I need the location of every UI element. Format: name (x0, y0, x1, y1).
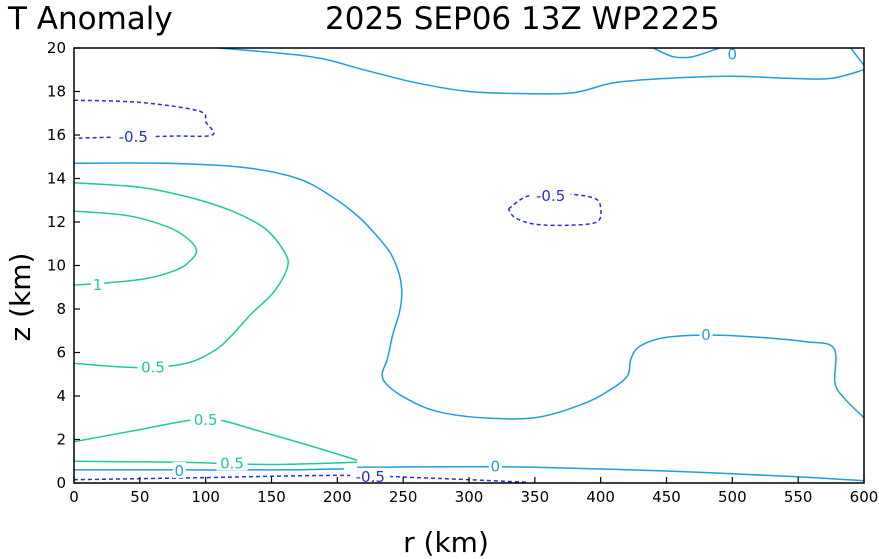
contour-label: 0.5 (194, 411, 218, 429)
chart-subtitle: 2025 SEP06 13Z WP2225 (325, 1, 720, 37)
contour-label: 0 (491, 458, 501, 476)
x-tick-label: 50 (130, 488, 149, 506)
contour-label-bg (172, 462, 186, 479)
contour-label-bg (725, 45, 739, 62)
contour-label: -0.5 (536, 187, 565, 205)
y-tick-label: 12 (47, 213, 66, 231)
contour-label: 0.5 (141, 359, 165, 377)
contour-label-bg (488, 457, 502, 474)
contour-label-bg (137, 358, 169, 375)
y-tick-label: 6 (56, 344, 66, 362)
x-tick-label: 450 (652, 488, 681, 506)
contour-0-surface-right (357, 465, 865, 482)
contour-label-bg (91, 276, 105, 293)
contour-0-main (73, 162, 865, 420)
x-tick-label: 200 (323, 488, 352, 506)
contour-lines (73, 47, 865, 484)
contour-label: -0.5 (356, 468, 385, 486)
y-tick-label: 14 (47, 170, 66, 188)
contour-label: 0 (728, 46, 738, 64)
x-tick-label: 150 (257, 488, 286, 506)
x-axis-label: r (km) (403, 526, 489, 559)
contour-label-bg (699, 326, 713, 343)
contour-05-surface (73, 460, 358, 466)
x-tick-label: 300 (455, 488, 484, 506)
x-tick-label: 500 (718, 488, 747, 506)
x-tick-label: 250 (389, 488, 418, 506)
contour-neg05-mid (507, 192, 602, 227)
x-tick-label: 0 (69, 488, 79, 506)
contour-label-bg (113, 128, 154, 145)
y-tick-label: 0 (56, 474, 66, 492)
y-tick-label: 18 (47, 83, 66, 101)
x-tick-label: 550 (784, 488, 813, 506)
y-tick-label: 2 (56, 431, 66, 449)
y-axis-label: z (km) (4, 253, 37, 342)
contour-labels: -0.5 -0.5 1 0.5 0.5 0.5 0 -0.5 0 0 0 (91, 45, 739, 486)
y-tick-label: 10 (47, 257, 66, 275)
contour-0-cap (652, 47, 720, 59)
contour-label: -0.5 (119, 128, 148, 146)
contour-05-core (73, 182, 289, 369)
chart-title: T Anomaly (7, 1, 173, 37)
x-tick-label: 100 (191, 488, 220, 506)
y-tick-label: 16 (47, 126, 66, 144)
contour-0-top (218, 47, 865, 95)
y-tick-label: 4 (56, 387, 66, 405)
x-axis-ticks: 0 50 100 150 200 250 300 350 400 450 500 550 600 (69, 477, 878, 506)
contour-label-bg (190, 410, 222, 427)
y-tick-label: 20 (47, 39, 66, 57)
contour-label: 0 (701, 326, 711, 344)
contour-label: 0 (175, 462, 185, 480)
contour-neg05-surface (73, 474, 529, 484)
x-tick-label: 600 (850, 488, 879, 506)
y-tick-label: 8 (56, 300, 66, 318)
contour-neg05-top (73, 99, 215, 140)
x-tick-label: 350 (521, 488, 550, 506)
contour-0-cap-right (850, 47, 865, 66)
contour-1-top (73, 210, 198, 286)
contour-label-bg (530, 186, 571, 203)
x-tick-label: 400 (586, 488, 615, 506)
y-axis-ticks: 0 2 4 6 8 10 12 14 16 18 20 (47, 39, 80, 492)
contour-label-bg (216, 454, 248, 471)
contour-label: 1 (93, 276, 103, 294)
contour-label: 0.5 (220, 454, 244, 472)
contour-label-bg (350, 467, 391, 484)
contour-0-surface (73, 468, 344, 471)
